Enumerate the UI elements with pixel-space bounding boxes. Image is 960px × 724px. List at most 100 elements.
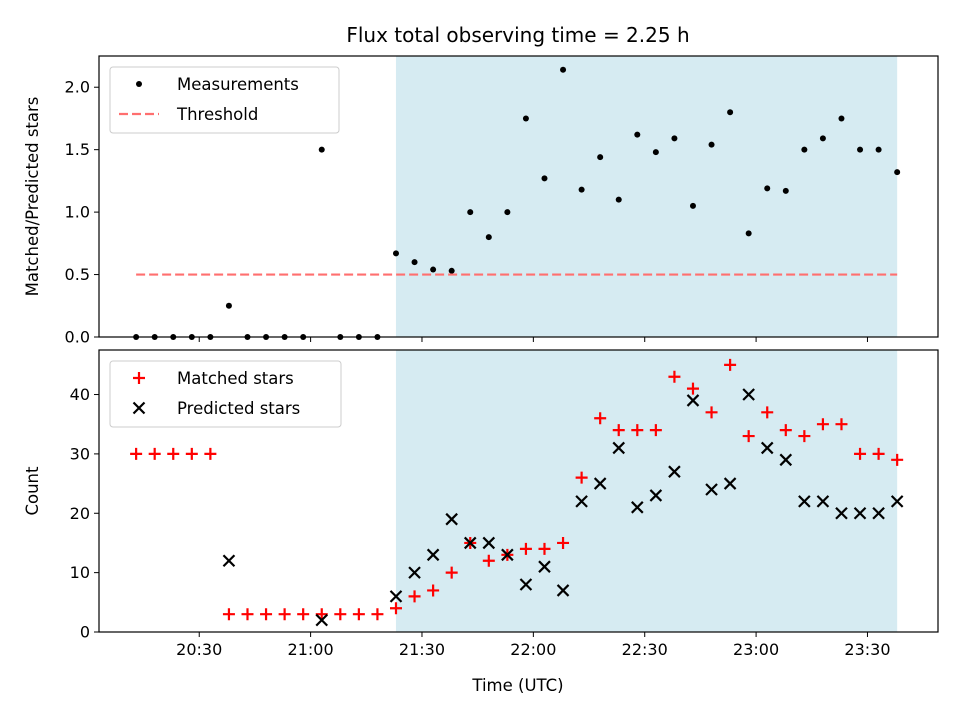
measurement-point <box>727 109 734 116</box>
matched-stars-marker <box>575 471 588 484</box>
observing-window-band <box>395 56 898 337</box>
predicted-stars-marker <box>538 560 551 573</box>
measurement-point <box>894 169 901 176</box>
predicted-stars-marker <box>686 394 700 407</box>
matched-stars-marker <box>241 608 254 621</box>
x-axis-label: Time (UTC) <box>471 676 563 695</box>
predicted-stars-marker <box>853 506 867 520</box>
measurement-point <box>392 250 399 257</box>
x-tick-label: 22:00 <box>510 640 556 659</box>
legend: Measurements Threshold <box>109 66 340 134</box>
measurement-point <box>467 209 474 216</box>
measurement-point <box>745 230 752 237</box>
predicted-stars-marker <box>482 536 496 550</box>
panel-frame <box>98 349 939 633</box>
predicted-stars-marker <box>798 495 811 508</box>
predicted-stars-marker <box>723 477 737 490</box>
predicted-stars-marker <box>649 489 663 502</box>
predicted-stars-marker <box>593 477 607 490</box>
x-tick-label: 23:30 <box>844 640 890 659</box>
matched-stars-marker <box>891 453 904 466</box>
measurement-point <box>819 135 826 142</box>
measurement-point <box>485 234 492 241</box>
legend: Matched stars Predicted stars <box>109 360 342 428</box>
matched-stars-marker <box>742 430 755 443</box>
measurement-point <box>708 141 715 148</box>
measurement-point <box>411 259 418 266</box>
measurement-point <box>578 186 585 193</box>
star-count-panel: 20:30 21:00 21:30 22:00 22:30 23:00 23:30 0 10 20… <box>23 349 939 659</box>
x-tick-label: 22:30 <box>622 640 668 659</box>
y-tick-label: 0.0 <box>65 328 90 347</box>
matched-stars-marker <box>260 608 273 621</box>
predicted-stars-marker <box>556 584 570 597</box>
matched-stars-marker <box>334 608 347 621</box>
measurement-point <box>652 149 659 156</box>
legend-label: Matched stars <box>177 369 294 388</box>
matched-stars-marker <box>872 447 885 460</box>
observing-window-band <box>395 350 898 632</box>
matched-stars-marker <box>315 608 328 621</box>
measurement-point <box>225 302 232 309</box>
matched-stars-marker <box>352 608 365 621</box>
matched-stars-marker <box>538 542 551 555</box>
predicted-stars-marker <box>315 613 329 627</box>
measurement-point <box>504 209 511 216</box>
y-tick-label: 20 <box>70 504 90 523</box>
measurement-point <box>801 146 808 153</box>
measurement-point <box>875 146 882 153</box>
matched-stars-marker <box>130 447 143 460</box>
legend-measurement-swatch <box>136 81 142 87</box>
matched-stars-marker <box>278 608 291 621</box>
matched-stars-marker <box>631 424 644 437</box>
matched-stars-marker <box>408 590 421 603</box>
matched-stars-marker <box>148 447 161 460</box>
flux-ratio-panel: 0.0 0.5 1.0 1.5 2.0 Matched/Predicted stars Me… <box>23 55 939 347</box>
measurement-point <box>671 135 678 142</box>
measurement-point <box>448 267 455 274</box>
predicted-stars-marker <box>575 495 588 508</box>
matched-stars-marker <box>389 602 402 615</box>
legend-box <box>109 360 342 428</box>
matched-stars-marker <box>724 358 737 371</box>
predicted-stars-marker <box>389 590 403 603</box>
y-tick-label: 40 <box>70 385 90 404</box>
matched-stars-marker <box>371 608 384 621</box>
predicted-stars-marker <box>816 495 830 508</box>
predicted-stars-marker <box>519 578 533 591</box>
measurement-point <box>430 266 437 273</box>
matched-stars-marker <box>779 424 792 437</box>
y-tick-label: 10 <box>70 563 90 582</box>
measurement-point <box>764 185 771 192</box>
y-tick-label: 1.0 <box>65 203 90 222</box>
measurement-point <box>522 115 529 122</box>
predicted-stars-marker <box>872 506 885 520</box>
predicted-stars-marker <box>835 506 848 520</box>
predicted-stars-marker <box>408 566 421 579</box>
matched-stars-marker <box>167 447 180 460</box>
predicted-stars-marker <box>501 548 514 562</box>
matched-stars-marker <box>612 424 625 437</box>
x-tick-label: 23:00 <box>733 640 779 659</box>
measurement-point <box>857 146 864 153</box>
matched-stars-marker <box>427 584 440 597</box>
predicted-stars-marker <box>463 536 477 550</box>
measurement-point <box>838 115 845 122</box>
chart-title: Flux total observing time = 2.25 h <box>346 23 689 47</box>
matched-stars-marker <box>557 536 570 549</box>
y-tick-label: 1.5 <box>65 140 90 159</box>
predicted-stars-marker <box>705 483 718 496</box>
matched-stars-marker <box>185 447 198 460</box>
y-axis-label: Count <box>23 466 42 516</box>
matched-stars-marker <box>204 447 217 460</box>
matched-stars-marker <box>835 418 848 431</box>
matched-stars-marker <box>482 554 495 567</box>
matched-stars-marker <box>594 412 607 425</box>
matched-stars-marker <box>761 406 774 419</box>
matched-stars-marker <box>705 406 718 419</box>
matched-stars-marker <box>297 608 310 621</box>
matched-stars-marker <box>816 418 829 431</box>
measurement-point <box>782 187 789 194</box>
predicted-stars-marker <box>760 441 774 455</box>
